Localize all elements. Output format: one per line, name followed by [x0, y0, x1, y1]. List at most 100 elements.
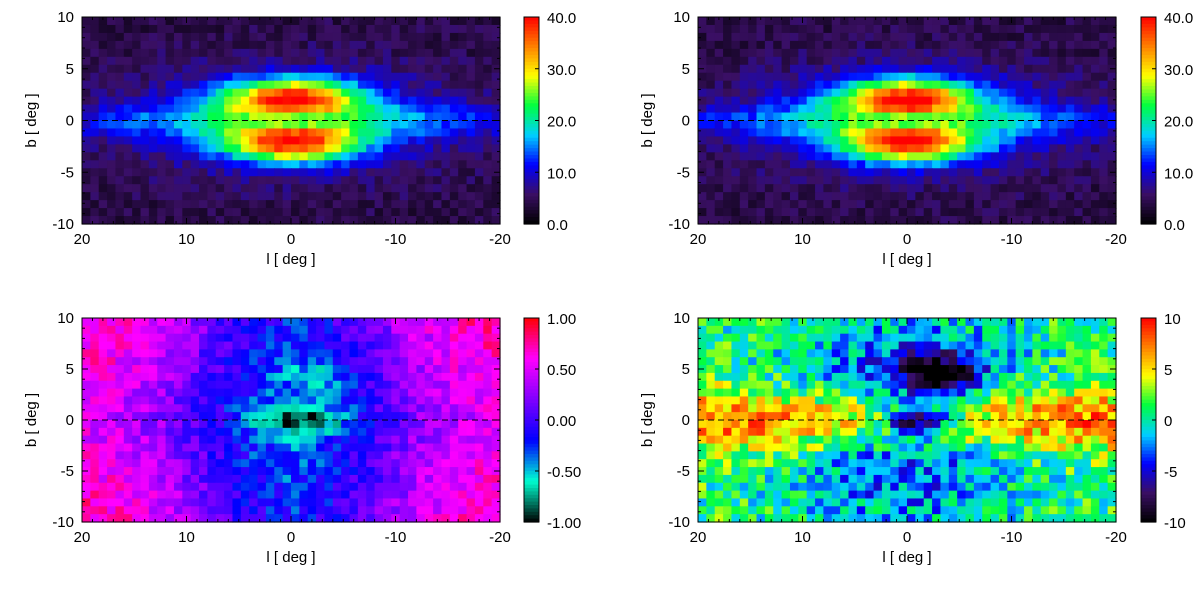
heatmap-cell: [475, 334, 484, 342]
colorbar-cell: [524, 217, 539, 221]
heatmap-cell: [483, 168, 492, 177]
heatmap-cell: [425, 73, 434, 82]
heatmap-cell: [324, 491, 333, 499]
heatmap-cell: [1099, 113, 1108, 122]
heatmap-cell: [90, 491, 99, 499]
heatmap-cell: [1007, 200, 1016, 209]
heatmap-cell: [1074, 73, 1083, 82]
heatmap-cell: [731, 160, 740, 169]
heatmap-cell: [483, 498, 492, 506]
heatmap-cell: [132, 41, 141, 50]
colorbar-cell: [1141, 110, 1156, 114]
heatmap-cell: [316, 200, 325, 209]
heatmap-cell: [107, 81, 116, 90]
heatmap-cell: [333, 444, 342, 452]
heatmap-cell: [957, 105, 966, 114]
heatmap-cell: [832, 349, 841, 357]
heatmap-cell: [90, 152, 99, 161]
heatmap-cell: [90, 444, 99, 452]
heatmap-cell: [182, 41, 191, 50]
heatmap-cell: [408, 483, 417, 491]
heatmap-cell: [798, 97, 807, 106]
heatmap-cell: [757, 73, 766, 82]
heatmap-cell: [291, 216, 300, 225]
heatmap-cell: [350, 506, 359, 514]
heatmap-cell: [191, 152, 200, 161]
heatmap-cell: [191, 514, 200, 522]
colorbar-cell: [524, 27, 539, 31]
heatmap-cell: [1024, 334, 1033, 342]
heatmap-cell: [324, 49, 333, 58]
heatmap-cell: [1049, 49, 1058, 58]
heatmap-cell: [483, 65, 492, 74]
heatmap-cell: [924, 152, 933, 161]
heatmap-cell: [999, 326, 1008, 334]
colorbar-cell: [524, 393, 539, 397]
heatmap-cell: [1091, 200, 1100, 209]
heatmap-cell: [191, 349, 200, 357]
heatmap-cell: [706, 89, 715, 98]
heatmap-cell: [308, 498, 317, 506]
heatmap-cell: [857, 65, 866, 74]
heatmap-cell: [467, 121, 476, 130]
colorbar-cell: [524, 72, 539, 76]
colorbar-cell: [1141, 203, 1156, 207]
heatmap-cell: [974, 342, 983, 350]
heatmap-cell: [308, 436, 317, 444]
heatmap-cell: [132, 65, 141, 74]
colorbar-cell: [1141, 141, 1156, 145]
heatmap-cell: [706, 152, 715, 161]
heatmap-cell: [333, 184, 342, 193]
heatmap-cell: [1024, 184, 1033, 193]
heatmap-cell: [157, 420, 166, 428]
heatmap-cell: [874, 121, 883, 130]
heatmap-cell: [433, 65, 442, 74]
heatmap-cell: [433, 144, 442, 153]
heatmap-cell: [408, 65, 417, 74]
heatmap-cell: [932, 357, 941, 365]
heatmap-cell: [782, 97, 791, 106]
heatmap-cell: [316, 33, 325, 42]
colorbar-cell: [524, 89, 539, 93]
heatmap-cell: [283, 475, 292, 483]
heatmap-cell: [383, 160, 392, 169]
heatmap-cell: [141, 41, 150, 50]
heatmap-cell: [475, 73, 484, 82]
heatmap-cell: [350, 152, 359, 161]
heatmap-cell: [840, 160, 849, 169]
heatmap-cell: [840, 144, 849, 153]
heatmap-cell: [149, 349, 158, 357]
heatmap-cell: [266, 25, 275, 34]
heatmap-cell: [723, 33, 732, 42]
heatmap-cell: [723, 73, 732, 82]
heatmap-cell: [107, 113, 116, 122]
heatmap-cell: [157, 41, 166, 50]
heatmap-cell: [915, 192, 924, 201]
heatmap-cell: [1083, 200, 1092, 209]
heatmap-cell: [857, 144, 866, 153]
heatmap-cell: [375, 342, 384, 350]
heatmap-cell: [757, 113, 766, 122]
heatmap-cell: [241, 412, 250, 420]
heatmap-cell: [991, 184, 1000, 193]
heatmap-cell: [283, 89, 292, 98]
heatmap-cell: [467, 73, 476, 82]
heatmap-cell: [957, 57, 966, 66]
heatmap-cell: [1057, 25, 1066, 34]
heatmap-cell: [366, 373, 375, 381]
y-tick-label: -5: [61, 164, 74, 181]
heatmap-cell: [874, 381, 883, 389]
heatmap-cell: [308, 89, 317, 98]
heatmap-cell: [848, 97, 857, 106]
heatmap-cell: [475, 152, 484, 161]
heatmap-cell: [832, 49, 841, 58]
heatmap-cell: [333, 514, 342, 522]
heatmap-cell: [1049, 25, 1058, 34]
heatmap-cell: [391, 168, 400, 177]
heatmap-cell: [441, 41, 450, 50]
heatmap-cell: [1083, 73, 1092, 82]
heatmap-cell: [333, 17, 342, 26]
heatmap-cell: [458, 428, 467, 436]
heatmap-cell: [333, 404, 342, 412]
heatmap-cell: [773, 105, 782, 114]
